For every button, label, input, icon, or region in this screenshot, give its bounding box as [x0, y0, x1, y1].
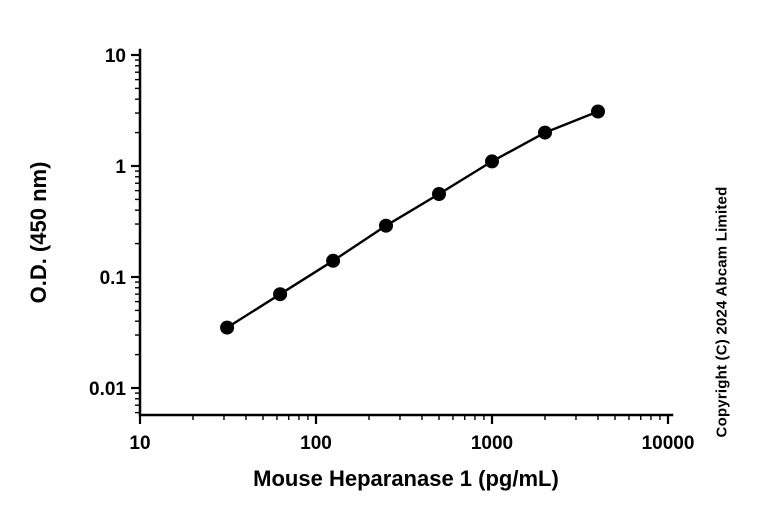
- x-tick-label: 1000: [471, 433, 513, 454]
- y-tick-label: 0.1: [100, 268, 127, 289]
- series-line: [226, 110, 599, 329]
- data-point-marker: [326, 253, 341, 268]
- y-tick-label: 10: [105, 46, 126, 67]
- x-axis-label: Mouse Heparanase 1 (pg/mL): [253, 466, 559, 491]
- y-tick-label: 0.01: [89, 379, 126, 400]
- data-point-marker: [485, 154, 499, 169]
- y-axis-label: O.D. (450 nm): [26, 162, 51, 304]
- axes-spines: [138, 48, 674, 417]
- data-point-marker: [591, 104, 605, 119]
- data-point-marker: [538, 125, 552, 140]
- data-point-marker: [379, 218, 393, 233]
- data-point-marker: [220, 320, 235, 335]
- data-point-marker: [432, 187, 446, 201]
- data-point-marker: [273, 287, 288, 302]
- copyright-watermark: Copyright (C) 2024 Abcam Limited: [713, 186, 731, 438]
- x-tick-label: 10000: [642, 433, 695, 454]
- x-tick-label: 100: [300, 433, 332, 454]
- x-tick-label: 10: [129, 433, 150, 454]
- y-tick-label: 1: [115, 157, 126, 178]
